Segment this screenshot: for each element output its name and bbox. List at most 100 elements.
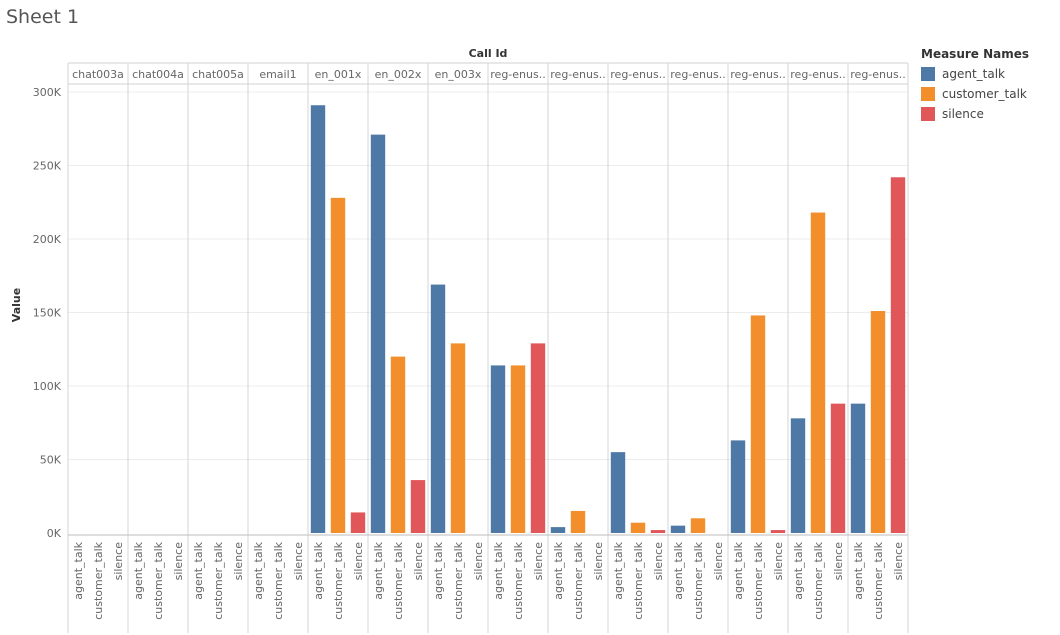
x-tick-label: customer_talk xyxy=(572,541,585,619)
x-tick-label: agent_talk xyxy=(312,541,325,599)
y-tick-label: 0K xyxy=(47,527,62,540)
x-tick-label: silence xyxy=(652,542,665,581)
y-tick-label: 250K xyxy=(33,160,62,173)
bar-agent_talk xyxy=(430,284,446,533)
bar-customer_talk xyxy=(330,197,346,533)
y-tick-label: 50K xyxy=(40,454,62,467)
x-tick-label: agent_talk xyxy=(792,541,805,599)
y-tick-label: 300K xyxy=(33,86,62,99)
x-tick-label: customer_talk xyxy=(452,541,465,619)
legend-swatch-customer-talk xyxy=(921,87,935,101)
x-tick-label: customer_talk xyxy=(512,541,525,619)
legend-title: Measure Names xyxy=(921,47,1030,61)
x-tick-label: agent_talk xyxy=(852,541,865,599)
bar-customer_talk xyxy=(870,311,886,533)
bar-customer_talk xyxy=(630,522,646,533)
group-header-label: reg-enus.. xyxy=(610,68,665,81)
x-tick-label: agent_talk xyxy=(612,541,625,599)
x-tick-label: agent_talk xyxy=(672,541,685,599)
bar-silence xyxy=(830,403,846,533)
bar-customer_talk xyxy=(690,518,706,533)
x-tick-label: agent_talk xyxy=(372,541,385,599)
sheet-title: Sheet 1 xyxy=(6,6,80,28)
bar-customer_talk xyxy=(450,343,466,533)
x-tick-label: silence xyxy=(352,542,365,581)
x-tick-label: customer_talk xyxy=(872,541,885,619)
x-tick-label: agent_talk xyxy=(492,541,505,599)
group-header-label: reg-enus.. xyxy=(550,68,605,81)
x-tick-label: customer_talk xyxy=(752,541,765,619)
bar-agent_talk xyxy=(310,105,326,533)
bar-agent_talk xyxy=(850,403,866,533)
bar-silence xyxy=(890,177,906,533)
x-tick-label: customer_talk xyxy=(692,541,705,619)
bar-customer_talk xyxy=(810,212,826,534)
group-header-label: reg-enus.. xyxy=(790,68,845,81)
bar-silence xyxy=(770,530,786,533)
x-tick-label: customer_talk xyxy=(332,541,345,619)
bar-silence xyxy=(650,530,666,533)
bar-chart: 0K 50K 100K 150K 200K 250K 300K Call Id Value cha… xyxy=(10,47,909,633)
column-header: Call Id xyxy=(469,47,508,60)
x-tick-label: customer_talk xyxy=(212,541,225,619)
group-header-label: reg-enus.. xyxy=(490,68,545,81)
legend-label-customer-talk: customer_talk xyxy=(942,87,1027,101)
x-tick-label: agent_talk xyxy=(432,541,445,599)
group-header-label: chat003a xyxy=(72,68,124,81)
bar-agent_talk xyxy=(790,418,806,533)
x-tick-label: silence xyxy=(532,542,545,581)
x-tick-label: silence xyxy=(772,542,785,581)
bar-agent_talk xyxy=(490,365,506,533)
group-header-label: en_003x xyxy=(435,68,482,81)
x-tick-label: customer_talk xyxy=(272,541,285,619)
bar-agent_talk xyxy=(670,525,686,533)
x-tick-label: silence xyxy=(712,542,725,581)
x-tick-label: agent_talk xyxy=(192,541,205,599)
x-tick-label: agent_talk xyxy=(132,541,145,599)
bar-agent_talk xyxy=(550,527,566,533)
group-header-label: reg-enus.. xyxy=(730,68,785,81)
legend-swatch-agent-talk xyxy=(921,67,935,81)
x-tick-label: silence xyxy=(112,542,125,581)
group-header-label: chat005a xyxy=(192,68,244,81)
bar-customer_talk xyxy=(570,510,586,533)
bar-customer_talk xyxy=(510,365,526,533)
x-tick-label: agent_talk xyxy=(732,541,745,599)
x-tick-label: silence xyxy=(232,542,245,581)
bar-agent_talk xyxy=(370,134,386,533)
bar-agent_talk xyxy=(730,440,746,533)
group-header-label: reg-enus.. xyxy=(670,68,725,81)
group-header-label: en_001x xyxy=(315,68,362,81)
group-header-label: en_002x xyxy=(375,68,422,81)
legend-item-silence[interactable]: silence xyxy=(921,104,1029,124)
x-tick-label: customer_talk xyxy=(392,541,405,619)
x-tick-label: silence xyxy=(892,542,905,581)
group-header-label: reg-enus.. xyxy=(850,68,905,81)
y-tick-label: 100K xyxy=(33,380,62,393)
bar-silence xyxy=(530,343,546,533)
x-tick-label: silence xyxy=(592,542,605,581)
x-tick-label: agent_talk xyxy=(252,541,265,599)
x-tick-label: customer_talk xyxy=(152,541,165,619)
bar-silence xyxy=(350,512,366,533)
bar-customer_talk xyxy=(390,356,406,533)
group-header-label: chat004a xyxy=(132,68,184,81)
legend-label-agent-talk: agent_talk xyxy=(942,67,1006,81)
y-axis-label: Value xyxy=(10,288,23,322)
x-tick-label: customer_talk xyxy=(632,541,645,619)
bar-silence xyxy=(410,480,426,533)
bar-agent_talk xyxy=(610,452,626,533)
y-tick-label: 150K xyxy=(33,307,62,320)
x-tick-label: silence xyxy=(172,542,185,581)
legend-swatch-silence xyxy=(921,107,935,121)
x-tick-label: agent_talk xyxy=(72,541,85,599)
group-header-label: email1 xyxy=(259,68,296,81)
x-tick-label: customer_talk xyxy=(92,541,105,619)
y-tick-label: 200K xyxy=(33,233,62,246)
legend-item-agent-talk[interactable]: agent_talk xyxy=(921,64,1029,84)
bar-customer_talk xyxy=(750,315,766,533)
x-tick-label: silence xyxy=(412,542,425,581)
x-tick-label: customer_talk xyxy=(812,541,825,619)
x-tick-label: silence xyxy=(832,542,845,581)
legend-item-customer-talk[interactable]: customer_talk xyxy=(921,84,1029,104)
